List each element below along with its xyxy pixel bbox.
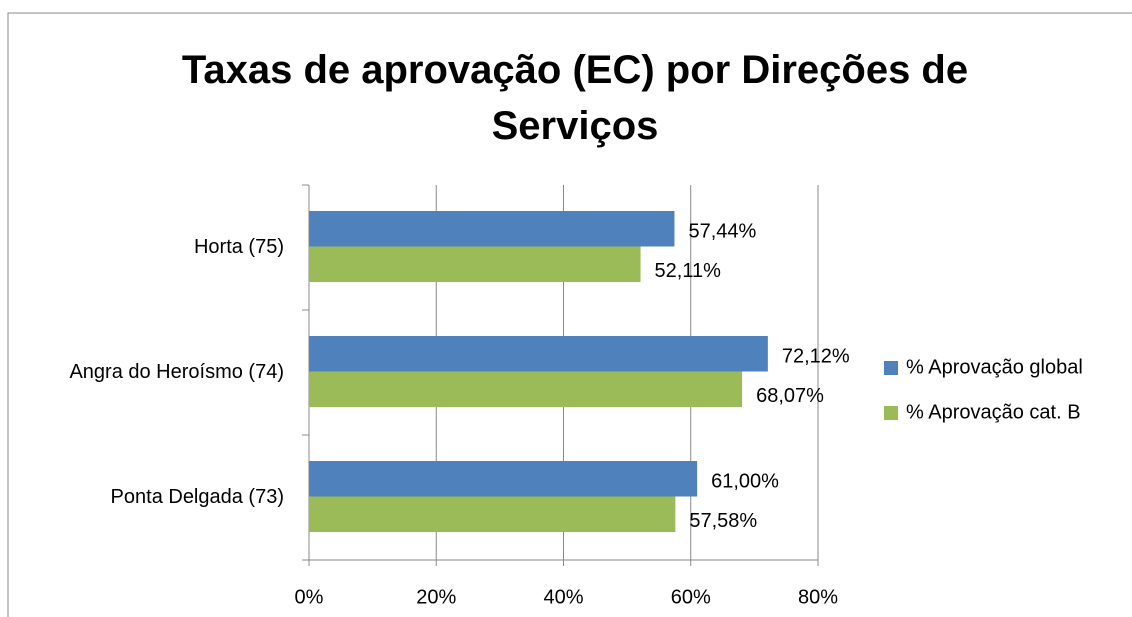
legend-swatch [884,406,898,420]
bar [309,461,698,497]
y-tick-label: Angra do Heroísmo (74) [69,361,284,383]
value-label: 52,11% [655,260,722,282]
value-label: 72,12% [782,345,850,367]
value-label: 57,58% [689,510,757,532]
legend-label: % Aprovação cat. B [906,401,1081,423]
x-tick-label: 40% [543,586,583,608]
bar [309,336,768,372]
bar [309,371,743,407]
chart-title: Taxas de aprovação (EC) por Direções de … [181,48,969,148]
x-tick-label: 20% [416,586,456,608]
bar [309,211,675,247]
bar [309,496,676,532]
y-tick-label: Ponta Delgada (73) [111,486,284,508]
x-tick-label: 0% [295,586,324,608]
value-label: 61,00% [711,470,779,492]
value-label: 68,07% [756,385,824,407]
y-tick-label: Horta (75) [194,236,284,258]
x-tick-label: 80% [798,586,838,608]
legend-swatch [884,361,898,375]
value-label: 57,44% [688,220,756,242]
bar [309,246,641,282]
legend-label: % Aprovação global [906,356,1083,378]
chart-border [7,12,1132,617]
x-tick-label: 60% [671,586,711,608]
